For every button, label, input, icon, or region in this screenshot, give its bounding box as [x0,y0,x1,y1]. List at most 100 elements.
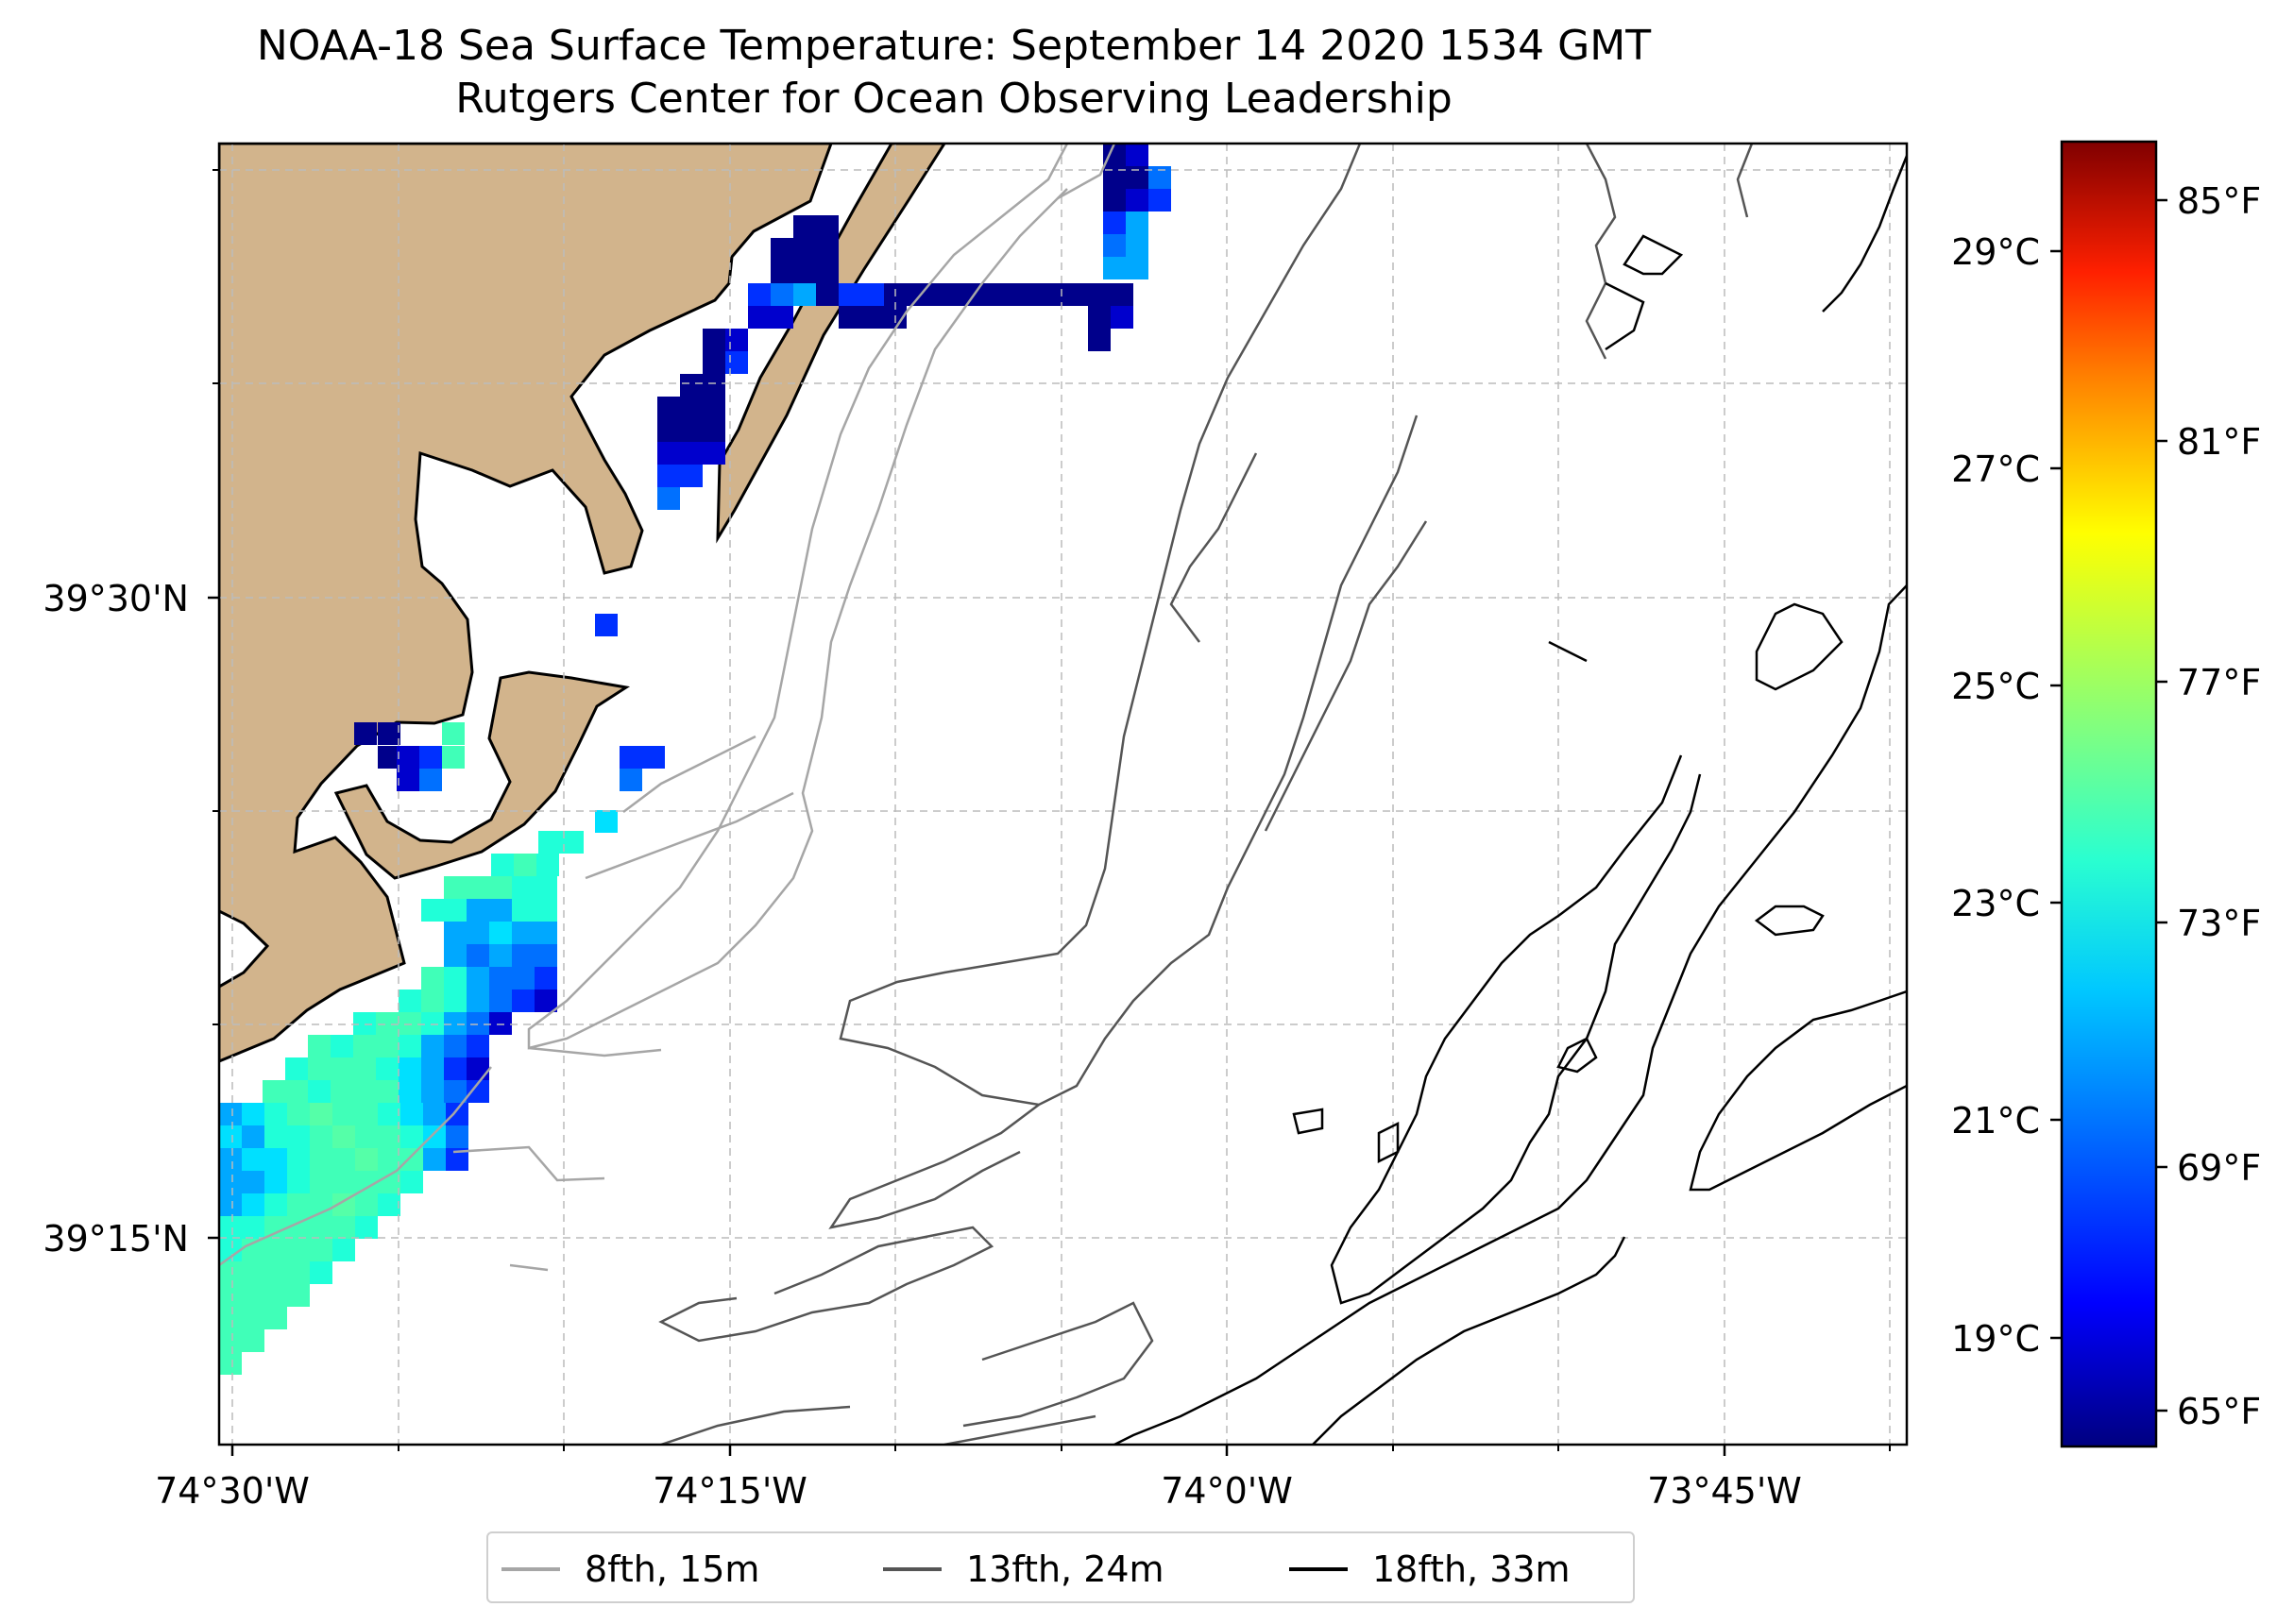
contour-8fth [219,144,1116,1272]
legend-label-13fth: 13fth, 24m [966,1548,1164,1590]
sst-pixel [285,1080,308,1103]
sst-pixel [680,397,703,419]
sst-pixel [310,1239,332,1261]
sst-pixel [308,1080,331,1103]
sst-pixel [376,1012,399,1035]
sst-pixel [310,1125,332,1148]
sst-pixel [287,1171,310,1193]
sst-pixel [219,1125,242,1148]
sst-pixel [680,374,703,397]
legend-item-13fth: 13fth, 24m [883,1533,1164,1605]
sst-pixel [242,1148,264,1171]
colorbar-fahrenheit-label: 65°F [2177,1391,2261,1432]
sst-pixel [467,1057,489,1080]
latitude-ticks: 39°30'N 39°15'N [42,169,219,1260]
sst-pixel [771,283,793,306]
sst-pixel [816,215,839,238]
sst-pixel [1126,144,1148,166]
sst-pixel [353,1080,376,1103]
sst-pixel [264,1261,287,1284]
legend-item-18fth: 18fth, 33m [1289,1533,1571,1605]
sst-pixel [642,746,665,769]
sst-pixel [308,1035,331,1057]
sst-pixel [975,283,997,306]
sst-pixel [793,238,816,261]
sst-pixel [491,854,514,876]
sst-pixel [1126,234,1148,257]
sst-pixel [535,967,557,990]
sst-pixel [378,722,400,745]
sst-pixel [310,1216,332,1239]
sst-pixel [561,831,584,854]
barrier-island-south [333,670,631,880]
legend-line-8fth [501,1567,560,1571]
sst-pixel [242,1284,264,1307]
sst-pixel [399,1057,421,1080]
sst-pixel [421,1080,444,1103]
sst-pixel [703,442,725,465]
sst-pixel [489,967,512,990]
sst-pixel [816,238,839,261]
sst-pixel [400,1103,423,1125]
sst-pixel [1020,283,1043,306]
legend-label-18fth: 18fth, 33m [1372,1548,1571,1590]
sst-pixel [514,854,536,876]
sst-pixel [264,1171,287,1193]
lon-tick-label: 73°45'W [1647,1470,1802,1512]
sst-pixel [748,283,771,306]
sst-pixel [242,1261,264,1284]
sst-pixel [1148,189,1171,211]
colorbar-celsius-label: 25°C [1951,666,2040,707]
contour-13fth [658,144,1754,1445]
sst-pixel [310,1171,332,1193]
sst-pixel [378,1193,400,1216]
map-frame [217,142,1909,1446]
sst-pixel [512,990,535,1012]
sst-pixel [536,854,559,876]
sst-pixel [287,1148,310,1171]
sst-pixel [595,810,618,833]
colorbar-ticks: 29°C 27°C 25°C 23°C 21°C 19°C 85°F 81°F 77°F 73°F… [1951,180,2261,1432]
legend-item-8fth: 8fth, 15m [501,1533,759,1605]
sst-pixel [703,351,725,374]
sst-pixel [489,922,512,944]
sst-pixel [467,876,489,899]
sst-pixel [264,1103,287,1125]
sst-pixel [512,899,535,922]
sst-pixel [219,1329,242,1352]
sst-pixel [376,1080,399,1103]
sst-pixel [703,397,725,419]
sst-pixel [444,1080,467,1103]
sst-pixel [1126,211,1148,234]
sst-pixel [287,1125,310,1148]
sst-pixel [242,1307,264,1329]
sst-pixel [952,283,975,306]
sst-pixel [400,1148,423,1171]
sst-pixel [355,1125,378,1148]
sst-pixel [620,746,642,769]
sst-pixel [467,990,489,1012]
sst-pixel [444,1035,467,1057]
sst-pixel [354,722,377,745]
sst-pixel [219,1216,242,1239]
sst-pixel [444,990,467,1012]
contour-legend: 8fth, 15m 13fth, 24m 18fth, 33m [486,1531,1635,1603]
sst-pixel [467,967,489,990]
sst-pixel [332,1171,355,1193]
sst-pixel [423,1103,446,1125]
sst-pixel [353,1012,376,1035]
sst-pixel [535,944,557,967]
colorbar-fahrenheit-label: 69°F [2177,1147,2261,1189]
longitude-ticks: 74°30'W 74°15'W 74°0'W 73°45'W [155,1445,1891,1512]
sst-pixel [285,1057,308,1080]
sst-pixel [419,769,442,791]
sst-pixel [399,1035,421,1057]
sst-pixel [353,1035,376,1057]
sst-pixel [467,1035,489,1057]
sst-pixel [287,1103,310,1125]
sst-pixel [793,283,816,306]
sst-pixel [1103,257,1126,279]
colorbar-celsius-label: 29°C [1951,231,2040,273]
sst-pixel [620,769,642,791]
